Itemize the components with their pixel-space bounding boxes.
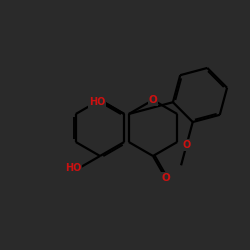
- Text: O: O: [182, 140, 191, 150]
- Text: O: O: [161, 173, 170, 183]
- Text: HO: HO: [89, 97, 106, 107]
- Text: O: O: [148, 95, 158, 105]
- Text: HO: HO: [65, 163, 81, 173]
